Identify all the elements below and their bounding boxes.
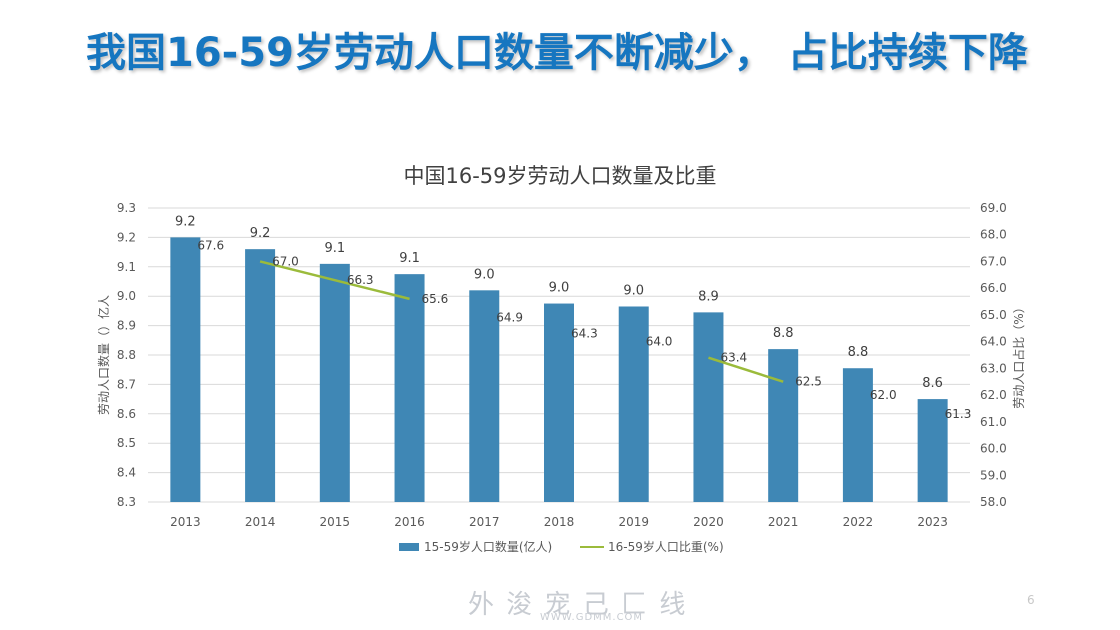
line-data-label: 66.3: [347, 273, 374, 287]
chart-title: 中国16-59岁劳动人口数量及比重: [403, 164, 716, 188]
bar-data-label: 9.0: [549, 281, 570, 296]
line-data-label: 62.5: [795, 375, 822, 389]
bar: [693, 312, 724, 502]
bar-data-label: 8.9: [698, 289, 719, 304]
bar-data-label: 9.0: [474, 267, 495, 282]
line-data-label: 64.9: [496, 311, 523, 325]
left-tick-label: 9.3: [117, 201, 136, 215]
bar-series: 9.2 9.2 9.1 9.1 9.0 9.0 9.0 8.9 8.8 8.8 8.6: [170, 214, 948, 502]
right-tick-label: 61.0: [980, 415, 1007, 429]
right-tick-label: 69.0: [980, 201, 1007, 215]
line-data-label: 64.0: [646, 335, 673, 349]
x-axis-ticks: 2013 2014 2015 2016 2017 2018 2019 2020 2021 2022…: [170, 515, 948, 529]
left-tick-label: 8.8: [117, 348, 136, 362]
legend-line-label: 16-59岁人口比重(%): [608, 539, 724, 554]
bar-data-label: 9.1: [399, 251, 420, 266]
left-tick-label: 8.9: [117, 319, 136, 333]
left-tick-label: 9.1: [117, 260, 136, 274]
right-tick-label: 62.0: [980, 388, 1007, 402]
bar: [170, 237, 201, 502]
line-data-label: 67.6: [197, 238, 224, 252]
left-axis-title: 劳动人口数量（）亿人: [96, 295, 111, 415]
x-tick-label: 2017: [469, 515, 500, 529]
page-number: 6: [1027, 593, 1035, 607]
right-tick-label: 58.0: [980, 495, 1007, 509]
right-tick-label: 63.0: [980, 361, 1007, 375]
x-tick-label: 2018: [544, 515, 575, 529]
bar: [768, 349, 799, 502]
right-tick-label: 68.0: [980, 228, 1007, 242]
line-data-label: 64.3: [571, 327, 598, 341]
bar-data-label: 8.8: [848, 345, 869, 360]
line-data-label: 65.6: [422, 292, 449, 306]
left-tick-label: 8.7: [117, 377, 136, 391]
x-tick-label: 2015: [320, 515, 351, 529]
bar-data-label: 9.0: [623, 283, 644, 298]
bar-data-label: 9.2: [250, 226, 271, 241]
right-tick-label: 64.0: [980, 335, 1007, 349]
right-axis-ticks: 69.0 68.0 67.0 66.0 65.0 64.0 63.0 62.0 61.0 60.0…: [980, 201, 1007, 509]
bar: [842, 368, 873, 502]
x-tick-label: 2022: [843, 515, 874, 529]
line-data-label: 67.0: [272, 254, 299, 268]
left-axis-ticks: 9.3 9.2 9.1 9.0 8.9 8.8 8.7 8.6 8.5 8.4 8.3: [117, 201, 136, 509]
bar-data-label: 9.2: [175, 214, 196, 229]
right-tick-label: 59.0: [980, 468, 1007, 482]
bar-data-label: 9.1: [324, 241, 345, 256]
x-tick-label: 2014: [245, 515, 276, 529]
right-tick-label: 65.0: [980, 308, 1007, 322]
x-tick-label: 2021: [768, 515, 799, 529]
x-tick-label: 2023: [917, 515, 948, 529]
bar: [618, 306, 649, 502]
x-tick-label: 2013: [170, 515, 201, 529]
bar-data-label: 8.6: [922, 376, 943, 391]
watermark-logo: 外 浚 宠 己 匚 线: [468, 590, 688, 620]
bar: [319, 263, 350, 502]
line-data-label: 61.3: [945, 407, 972, 421]
legend-bar-label: 15-59岁人口数量(亿人): [424, 539, 552, 554]
line-data-label: 62.0: [870, 388, 897, 402]
bar: [394, 274, 425, 502]
left-tick-label: 8.6: [117, 407, 136, 421]
legend-bar-swatch: [399, 543, 419, 551]
left-tick-label: 8.5: [117, 436, 136, 450]
left-tick-label: 9.2: [117, 230, 136, 244]
line-series: 67.6 67.0 66.3 65.6 64.9 64.3 64.0 63.4 62.5 62.0…: [197, 238, 971, 420]
legend: 15-59岁人口数量(亿人) 16-59岁人口比重(%): [399, 539, 724, 554]
slide-title: 我国16-59岁劳动人口数量不断减少， 占比持续下降: [86, 30, 1028, 76]
bar: [917, 399, 948, 502]
x-tick-label: 2019: [618, 515, 649, 529]
left-tick-label: 9.0: [117, 289, 136, 303]
left-tick-label: 8.3: [117, 495, 136, 509]
left-tick-label: 8.4: [117, 466, 136, 480]
bar: [469, 290, 500, 502]
bar: [544, 303, 574, 502]
bar-data-label: 8.8: [773, 326, 794, 341]
x-tick-label: 2020: [693, 515, 724, 529]
right-tick-label: 66.0: [980, 281, 1007, 295]
line-data-label: 63.4: [720, 351, 747, 365]
series-line: [259, 260, 410, 301]
right-tick-label: 67.0: [980, 254, 1007, 268]
right-tick-label: 60.0: [980, 442, 1007, 456]
right-axis-title: 劳动人口占比（%）: [1011, 301, 1026, 408]
watermark-url: WWW.GDMM.COM: [540, 612, 644, 623]
bar: [245, 249, 276, 502]
x-tick-label: 2016: [394, 515, 425, 529]
series-line: [708, 356, 784, 383]
